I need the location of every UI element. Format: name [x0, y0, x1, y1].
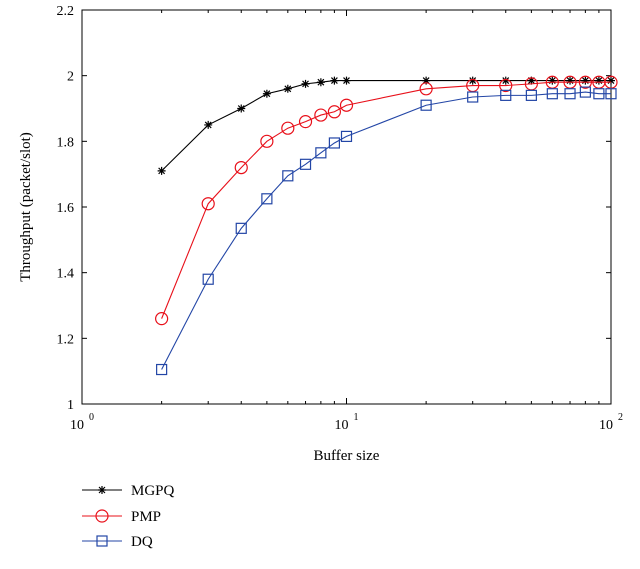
x-tick-label-exponent: 0 — [89, 412, 94, 423]
data-point-mgpq — [527, 76, 536, 85]
data-point-pmp — [578, 75, 592, 89]
legend-entry-pmp: PMP — [82, 509, 161, 525]
data-point-mgpq — [316, 78, 325, 87]
series-mgpq — [157, 76, 615, 175]
data-point-pmp — [314, 108, 328, 122]
data-point-mgpq — [237, 104, 246, 113]
data-point-dq — [282, 170, 294, 182]
data-point-mgpq — [594, 76, 603, 85]
data-point-pmp — [155, 312, 169, 326]
series-layer — [155, 75, 618, 376]
legend-entry-mgpq: MGPQ — [82, 483, 175, 499]
data-point-pmp — [419, 82, 433, 96]
data-point-mgpq — [262, 89, 271, 98]
x-tick-label-base: 10 — [599, 418, 613, 433]
legend-label-pmp: PMP — [131, 509, 161, 525]
data-point-mgpq — [342, 76, 351, 85]
data-point-dq — [579, 86, 591, 98]
legend: MGPQ PMP DQ — [82, 483, 175, 550]
data-point-dq — [546, 88, 558, 100]
data-point-mgpq — [157, 166, 166, 175]
x-tick-label-base: 10 — [70, 418, 84, 433]
y-tick-label: 1.2 — [57, 332, 75, 347]
data-point-dq — [261, 193, 273, 205]
data-point-mgpq — [422, 76, 431, 85]
data-point-dq — [467, 91, 479, 103]
axes: 1 1.2 1.4 1.6 1.8 2 2.2 10 0 10 1 10 2 — [57, 4, 624, 433]
data-point-mgpq — [548, 76, 557, 85]
legend-entry-dq: DQ — [82, 534, 153, 550]
legend-label-mgpq: MGPQ — [131, 483, 175, 499]
y-tick-label: 1 — [67, 398, 74, 413]
series-pmp — [155, 75, 618, 326]
data-point-mgpq — [468, 76, 477, 85]
data-point-pmp — [298, 115, 313, 129]
data-point-pmp — [339, 98, 354, 112]
data-point-pmp — [499, 78, 513, 93]
x-axis-label: Buffer size — [314, 448, 380, 464]
data-point-dq — [605, 88, 617, 100]
data-point-mgpq — [607, 76, 615, 85]
plot-frame — [81, 9, 612, 405]
data-point-mgpq — [581, 76, 590, 85]
data-point-mgpq — [204, 120, 213, 129]
series-dq — [156, 86, 617, 376]
data-point-dq — [525, 89, 537, 101]
legend-marker-dq — [96, 535, 108, 547]
series-pmp-line — [161, 81, 611, 319]
data-point-dq — [202, 273, 214, 285]
y-tick-label: 2.2 — [57, 4, 75, 19]
legend-marker-pmp — [95, 509, 109, 523]
data-point-mgpq — [501, 76, 510, 85]
data-point-mgpq — [283, 84, 292, 93]
data-point-pmp — [201, 197, 215, 211]
data-point-dq — [420, 99, 432, 111]
x-tick-label: 10 1 — [335, 412, 359, 433]
data-point-mgpq — [301, 79, 310, 88]
data-point-pmp — [234, 161, 248, 175]
y-tick-label: 1.6 — [57, 201, 75, 216]
data-point-dq — [328, 137, 340, 149]
series-dq-line — [161, 91, 611, 370]
y-axis-label: Throughput (packet/slot) — [18, 132, 34, 282]
data-point-dq — [593, 88, 605, 100]
legend-marker-mgpq — [98, 486, 106, 494]
data-point-mgpq — [330, 76, 339, 85]
data-point-pmp — [281, 121, 295, 135]
y-tick-label: 1.8 — [57, 135, 75, 150]
legend-label-dq: DQ — [131, 534, 153, 550]
data-point-dq — [340, 130, 353, 143]
x-tick-label-exponent: 1 — [354, 412, 359, 423]
data-point-pmp — [260, 134, 274, 148]
data-point-dq — [315, 147, 327, 159]
data-point-pmp — [327, 105, 341, 119]
data-point-dq — [299, 158, 312, 170]
data-point-dq — [235, 222, 247, 234]
x-tick-label: 10 0 — [70, 412, 94, 433]
data-point-dq — [156, 363, 168, 376]
x-tick-label-exponent: 2 — [618, 412, 623, 423]
y-tick-label: 2 — [67, 70, 74, 85]
data-point-mgpq — [566, 76, 575, 85]
y-tick-label: 1.4 — [57, 267, 75, 282]
x-tick-label: 10 2 — [599, 412, 623, 433]
data-point-dq — [500, 89, 512, 101]
data-point-dq — [564, 88, 576, 100]
x-tick-label-base: 10 — [335, 418, 349, 433]
